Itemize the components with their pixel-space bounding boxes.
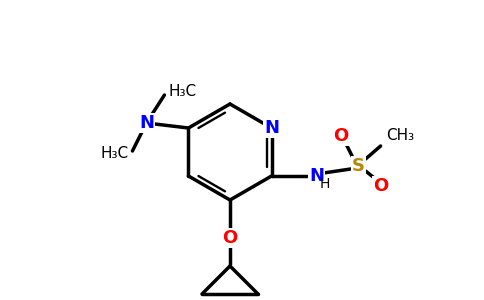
Text: O: O [373, 177, 388, 195]
Text: CH₃: CH₃ [387, 128, 415, 142]
Text: N: N [139, 114, 154, 132]
Text: N: N [264, 119, 279, 137]
Text: H₃C: H₃C [100, 146, 128, 161]
Text: H₃C: H₃C [168, 85, 197, 100]
Text: O: O [333, 127, 348, 145]
Text: S: S [352, 157, 365, 175]
Text: H: H [319, 177, 330, 191]
Text: N: N [309, 167, 324, 185]
Text: O: O [222, 229, 238, 247]
